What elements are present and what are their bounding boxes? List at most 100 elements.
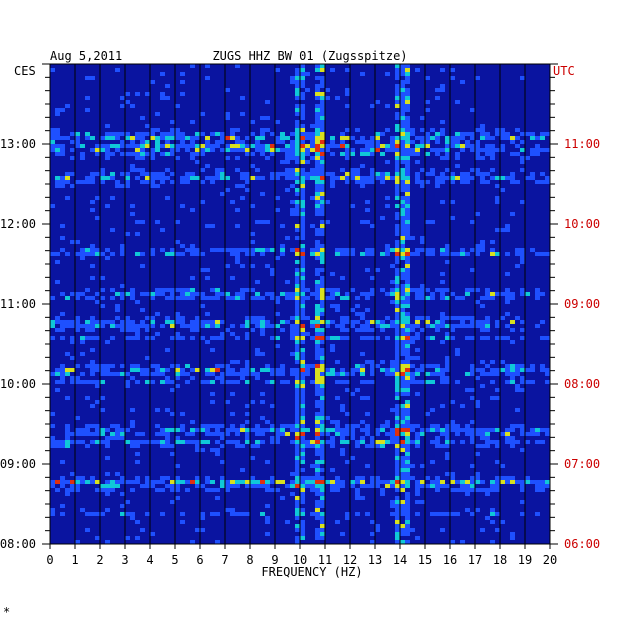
heatmap-cell <box>290 80 295 84</box>
heatmap-cell <box>255 292 260 296</box>
heatmap-cell <box>400 336 405 340</box>
heatmap-cell <box>295 304 300 308</box>
heatmap-cell <box>400 80 405 84</box>
heatmap-cell <box>470 480 475 484</box>
heatmap-cell <box>415 160 420 164</box>
heatmap-cell <box>370 440 375 444</box>
heatmap-cell <box>295 144 300 148</box>
heatmap-cell <box>245 144 250 148</box>
heatmap-cell <box>240 428 245 432</box>
heatmap-cell <box>395 148 400 152</box>
heatmap-cell <box>225 296 230 300</box>
heatmap-cell <box>170 128 175 132</box>
heatmap-cell <box>400 412 405 416</box>
heatmap-cell <box>485 444 490 448</box>
heatmap-cell <box>180 412 185 416</box>
heatmap-cell <box>345 148 350 152</box>
heatmap-cell <box>75 136 80 140</box>
heatmap-cell <box>405 404 410 408</box>
heatmap-cell <box>175 296 180 300</box>
heatmap-cell <box>100 136 105 140</box>
heatmap-cell <box>445 296 450 300</box>
heatmap-cell <box>515 424 520 428</box>
heatmap-cell <box>390 136 395 140</box>
x-axis-label: FREQUENCY (HZ) <box>261 565 362 579</box>
heatmap-cell <box>315 484 320 488</box>
heatmap-cell <box>280 372 285 376</box>
heatmap-cell <box>405 116 410 120</box>
heatmap-cell <box>130 212 135 216</box>
heatmap-cell <box>405 296 410 300</box>
heatmap-cell <box>275 324 280 328</box>
heatmap-cell <box>295 204 300 208</box>
heatmap-cell <box>305 480 310 484</box>
heatmap-cell <box>385 440 390 444</box>
heatmap-cell <box>165 176 170 180</box>
heatmap-cell <box>395 260 400 264</box>
heatmap-cell <box>175 496 180 500</box>
heatmap-cell <box>325 372 330 376</box>
heatmap-cell <box>425 380 430 384</box>
heatmap-cell <box>90 248 95 252</box>
heatmap-cell <box>140 324 145 328</box>
heatmap-cell <box>495 368 500 372</box>
heatmap-cell <box>405 64 410 68</box>
heatmap-cell <box>530 380 535 384</box>
heatmap-cell <box>310 488 315 492</box>
heatmap-cell <box>300 332 305 336</box>
heatmap-cell <box>300 312 305 316</box>
heatmap-cell <box>340 252 345 256</box>
heatmap-cell <box>145 132 150 136</box>
heatmap-cell <box>520 132 525 136</box>
heatmap-cell <box>220 132 225 136</box>
heatmap-cell <box>300 172 305 176</box>
heatmap-cell <box>405 152 410 156</box>
heatmap-cell <box>455 156 460 160</box>
heatmap-cell <box>395 524 400 528</box>
heatmap-cell <box>150 252 155 256</box>
heatmap-cell <box>130 336 135 340</box>
heatmap-cell <box>525 476 530 480</box>
heatmap-cell <box>140 320 145 324</box>
heatmap-cell <box>300 116 305 120</box>
heatmap-cell <box>65 176 70 180</box>
x-tick-label: 19 <box>518 553 532 567</box>
heatmap-cell <box>390 300 395 304</box>
heatmap-cell <box>160 324 165 328</box>
heatmap-cell <box>400 212 405 216</box>
heatmap-cell <box>505 480 510 484</box>
heatmap-cell <box>190 376 195 380</box>
heatmap-cell <box>385 480 390 484</box>
heatmap-cell <box>390 480 395 484</box>
heatmap-cell <box>190 136 195 140</box>
heatmap-cell <box>435 476 440 480</box>
heatmap-cell <box>145 368 150 372</box>
heatmap-cell <box>405 520 410 524</box>
heatmap-cell <box>475 368 480 372</box>
heatmap-cell <box>135 440 140 444</box>
heatmap-cell <box>275 368 280 372</box>
heatmap-cell <box>390 248 395 252</box>
heatmap-cell <box>450 336 455 340</box>
heatmap-cell <box>400 532 405 536</box>
heatmap-cell <box>300 532 305 536</box>
heatmap-cell <box>250 480 255 484</box>
heatmap-cell <box>100 172 105 176</box>
heatmap-cell <box>195 428 200 432</box>
heatmap-cell <box>225 144 230 148</box>
heatmap-cell <box>520 200 525 204</box>
heatmap-cell <box>220 136 225 140</box>
heatmap-cell <box>290 184 295 188</box>
heatmap-cell <box>505 296 510 300</box>
heatmap-cell <box>365 252 370 256</box>
heatmap-cell <box>365 412 370 416</box>
heatmap-cell <box>460 540 465 544</box>
heatmap-cell <box>395 352 400 356</box>
heatmap-cell <box>80 256 85 260</box>
heatmap-cell <box>500 136 505 140</box>
heatmap-cell <box>375 172 380 176</box>
heatmap-cell <box>80 144 85 148</box>
heatmap-cell <box>180 320 185 324</box>
heatmap-cell <box>510 380 515 384</box>
heatmap-cell <box>340 320 345 324</box>
